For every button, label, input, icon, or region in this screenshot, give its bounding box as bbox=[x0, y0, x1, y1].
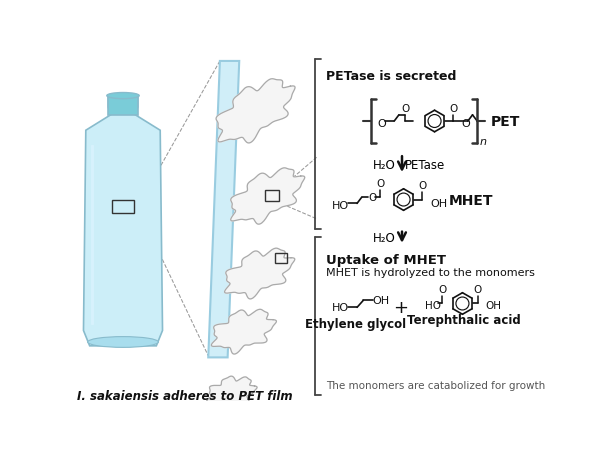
Text: OH: OH bbox=[486, 300, 502, 310]
Text: The monomers are catabolized for growth: The monomers are catabolized for growth bbox=[326, 381, 545, 391]
Text: O: O bbox=[418, 181, 427, 191]
Text: O: O bbox=[377, 118, 386, 128]
Text: I. sakaiensis adheres to PET film: I. sakaiensis adheres to PET film bbox=[77, 390, 293, 402]
Text: O: O bbox=[461, 118, 469, 128]
Text: OH: OH bbox=[373, 296, 390, 306]
Bar bbox=[112, 200, 134, 214]
Text: HO: HO bbox=[332, 201, 349, 211]
Text: MHET is hydrolyzed to the monomers: MHET is hydrolyzed to the monomers bbox=[326, 268, 535, 278]
Text: n: n bbox=[479, 137, 487, 147]
Text: HO: HO bbox=[425, 300, 441, 310]
Text: Uptake of MHET: Uptake of MHET bbox=[326, 254, 446, 267]
Polygon shape bbox=[231, 168, 305, 225]
Text: Terephthalic acid: Terephthalic acid bbox=[407, 313, 521, 326]
Polygon shape bbox=[208, 62, 239, 358]
Text: PETase is secreted: PETase is secreted bbox=[326, 69, 457, 83]
Text: H₂O: H₂O bbox=[373, 231, 396, 244]
Text: O: O bbox=[438, 285, 446, 295]
Bar bbox=[275, 254, 287, 263]
Text: H₂O: H₂O bbox=[373, 158, 396, 171]
Text: O: O bbox=[368, 193, 376, 203]
PathPatch shape bbox=[83, 97, 163, 346]
Polygon shape bbox=[216, 79, 295, 143]
Polygon shape bbox=[225, 249, 295, 299]
Text: OH: OH bbox=[430, 198, 447, 208]
Text: MHET: MHET bbox=[449, 193, 493, 207]
Ellipse shape bbox=[107, 93, 139, 100]
Bar bbox=[265, 191, 279, 202]
Text: Ethylene glycol: Ethylene glycol bbox=[305, 317, 406, 330]
Text: O: O bbox=[401, 104, 409, 114]
Text: HO: HO bbox=[332, 303, 349, 313]
Text: O: O bbox=[474, 285, 482, 295]
Text: O: O bbox=[449, 104, 457, 114]
Text: PETase: PETase bbox=[405, 158, 446, 171]
Text: PET: PET bbox=[491, 115, 520, 129]
Polygon shape bbox=[211, 309, 277, 354]
Text: +: + bbox=[393, 299, 408, 317]
Ellipse shape bbox=[88, 337, 159, 348]
PathPatch shape bbox=[108, 97, 138, 115]
Text: O: O bbox=[376, 179, 384, 189]
Polygon shape bbox=[207, 376, 257, 410]
